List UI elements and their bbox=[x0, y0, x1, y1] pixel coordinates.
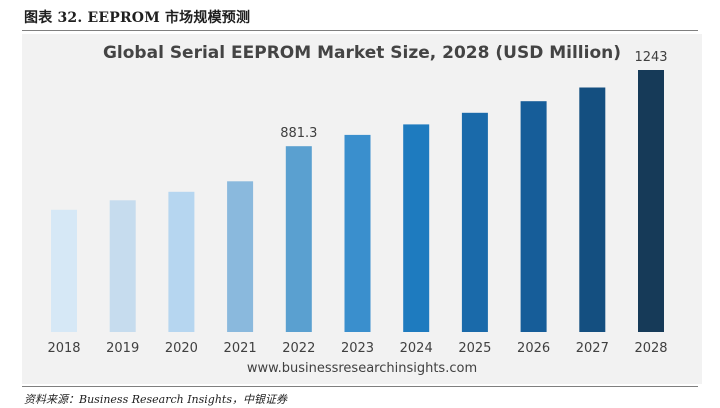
top-rule bbox=[22, 30, 698, 31]
data-label: 881.3 bbox=[280, 126, 317, 141]
x-tick-label: 2018 bbox=[47, 341, 80, 356]
figure-caption: 图表 32. EEPROM 市场规模预测 bbox=[24, 10, 251, 26]
bar-2024 bbox=[403, 124, 430, 333]
bar-2028 bbox=[638, 70, 664, 332]
bar-2020 bbox=[168, 191, 195, 332]
chart-title: Global Serial EEPROM Market Size, 2028 (… bbox=[102, 43, 622, 63]
bar-2018 bbox=[51, 209, 77, 332]
x-tick-label: 2026 bbox=[517, 341, 550, 356]
x-tick-label: 2028 bbox=[634, 341, 667, 356]
chart-panel: Global Serial EEPROM Market Size, 2028 (… bbox=[22, 34, 702, 384]
bar-2019 bbox=[109, 200, 136, 332]
bar-2026 bbox=[520, 101, 547, 332]
bottom-rule bbox=[22, 386, 698, 387]
x-tick-label: 2019 bbox=[106, 341, 139, 356]
x-tick-label: 2021 bbox=[224, 341, 257, 356]
bar-2021 bbox=[227, 181, 254, 332]
x-tick-label: 2027 bbox=[576, 341, 609, 356]
bar-2027 bbox=[579, 87, 606, 332]
chart-footer-url: www.businessresearchinsights.com bbox=[246, 361, 478, 376]
bar-chart: 2018 2019 2020 2021 2022 881.3 2023 2024 2025 202… bbox=[47, 50, 667, 356]
x-tick-label: 2022 bbox=[282, 341, 315, 356]
data-label: 1243 bbox=[634, 50, 667, 65]
x-tick-label: 2024 bbox=[400, 341, 433, 356]
x-tick-label: 2025 bbox=[458, 341, 491, 356]
x-tick-label: 2023 bbox=[341, 341, 374, 356]
source-note: 资料来源：Business Research Insights，中银证券 bbox=[24, 393, 288, 406]
bar-2022 bbox=[285, 146, 312, 332]
bar-2025 bbox=[461, 112, 488, 332]
bar-2023 bbox=[344, 134, 371, 332]
x-tick-label: 2020 bbox=[165, 341, 198, 356]
